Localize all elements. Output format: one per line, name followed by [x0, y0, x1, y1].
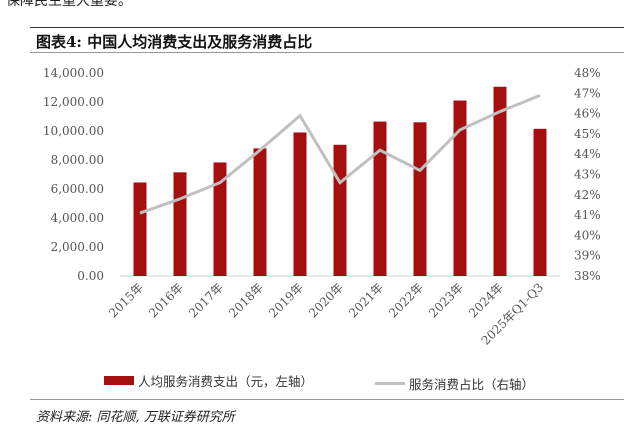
- chart-title-bar: 图表4: 中国人均消费支出及服务消费占比: [30, 27, 624, 53]
- x-tick-label: 2018年: [226, 280, 266, 320]
- bar: [213, 162, 227, 276]
- right-tick-label: 42%: [574, 188, 601, 202]
- right-tick-label: 44%: [574, 147, 601, 161]
- right-tick-label: 43%: [574, 168, 601, 182]
- source-divider: [30, 399, 624, 400]
- legend-item-line: 服务消费占比（右轴）: [375, 374, 534, 393]
- right-tick-label: 46%: [574, 107, 601, 121]
- left-tick-label: 8,000.00: [51, 153, 104, 167]
- legend-item-bar: 人均服务消费支出（元，左轴）: [104, 371, 313, 390]
- left-tick-label: 0.00: [77, 269, 104, 283]
- bar: [533, 128, 547, 276]
- x-tick-label: 2017年: [186, 280, 226, 320]
- bar: [413, 122, 427, 276]
- x-tick-label: 2024年: [466, 280, 506, 320]
- right-tick-label: 40%: [574, 228, 601, 242]
- bar: [293, 132, 307, 276]
- right-tick-label: 39%: [574, 249, 601, 263]
- right-tick-label: 41%: [574, 208, 601, 222]
- source-note: 资料来源: 同花顺, 万联证券研究所: [36, 410, 235, 425]
- legend-bar-swatch: [104, 376, 134, 385]
- bar: [333, 144, 347, 276]
- x-tick-label: 2019年: [266, 280, 306, 320]
- bar: [133, 182, 147, 276]
- chart-title: 图表4: 中国人均消费支出及服务消费占比: [36, 33, 313, 51]
- right-tick-label: 48%: [574, 66, 601, 80]
- right-tick-label: 47%: [574, 86, 601, 100]
- x-tick-label: 2016年: [146, 280, 186, 320]
- bar: [373, 121, 387, 276]
- x-tick-label: 2021年: [346, 280, 386, 320]
- left-tick-label: 10,000.00: [43, 124, 104, 138]
- x-tick-label: 2022年: [386, 280, 426, 320]
- right-tick-label: 45%: [574, 127, 601, 141]
- legend: 人均服务消费支出（元，左轴） 服务消费占比（右轴）: [104, 371, 592, 393]
- top-text-fragment: 保障民生重大重要。: [6, 0, 132, 9]
- left-tick-label: 6,000.00: [51, 182, 104, 196]
- bar: [173, 172, 187, 276]
- left-tick-label: 4,000.00: [51, 211, 104, 225]
- x-tick-label: 2023年: [426, 280, 466, 320]
- legend-bar-label: 人均服务消费支出（元，左轴）: [138, 374, 314, 389]
- share-line: [139, 93, 541, 215]
- legend-line-label: 服务消费占比（右轴）: [409, 377, 535, 392]
- legend-line-swatch: [375, 382, 405, 385]
- x-tick-label: 2015年: [106, 280, 146, 320]
- right-tick-label: 38%: [574, 269, 601, 283]
- bar: [453, 100, 467, 276]
- x-tick-label: 2020年: [306, 280, 346, 320]
- left-tick-label: 2,000.00: [51, 240, 104, 254]
- left-tick-label: 14,000.00: [43, 66, 104, 80]
- bar: [493, 86, 507, 277]
- bar: [253, 148, 267, 276]
- left-tick-label: 12,000.00: [43, 95, 104, 109]
